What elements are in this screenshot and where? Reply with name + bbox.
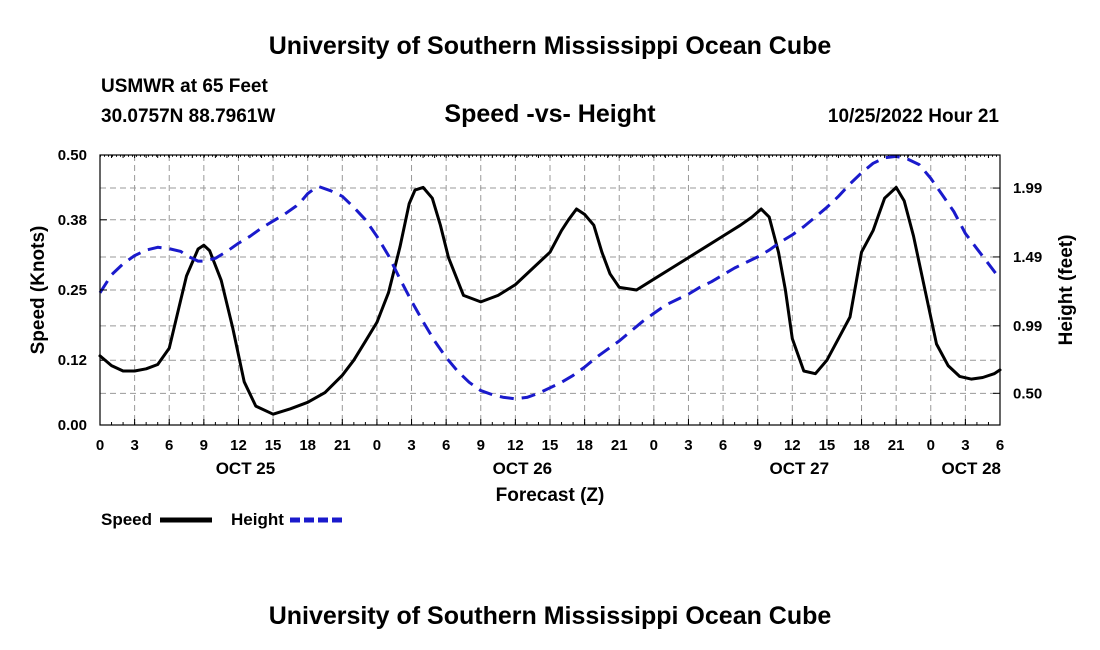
date-label: OCT 28: [941, 459, 1001, 478]
x-tick-label: 0: [650, 437, 658, 454]
y-tick-label: 0.25: [58, 282, 87, 299]
y2-tick-label: 1.49: [1013, 249, 1042, 266]
date-label: OCT 26: [493, 459, 553, 478]
x-tick-label: 0: [927, 437, 935, 454]
axis-labels: 0 3 6 9 12 15 18 21 0 3 6 9 12 15 18 21 0 3 6 9 12 15 18 21 0 3 6 O…: [28, 147, 1077, 506]
x-tick-label: 9: [477, 437, 485, 454]
forecast-date: 10/25/2022 Hour 21: [827, 106, 999, 127]
x-tick-label: 6: [165, 437, 173, 454]
y2-tick-label: 1.99: [1013, 180, 1042, 197]
x-tick-label: 6: [996, 437, 1004, 454]
y-tick-label: 0.12: [58, 352, 87, 369]
x-tick-label: 21: [611, 437, 628, 454]
series-line-speed: [98, 185, 1002, 416]
page-title-top: University of Southern Mississippi Ocean…: [268, 32, 832, 60]
station-coordinates: 30.0757N 88.7961W: [101, 106, 276, 127]
legend-label: Speed: [101, 510, 152, 529]
x-tick-label: 3: [961, 437, 969, 454]
x-tick-label: 3: [130, 437, 138, 454]
axes: [99, 154, 1001, 426]
date-label: OCT 27: [770, 459, 830, 478]
y-axis-title: Speed (Knots): [28, 226, 49, 355]
x-tick-label: 0: [96, 437, 104, 454]
speed-height-chart: 0 3 6 9 12 15 18 21 0 3 6 9 12 15 18 21 0 3 6 9 12 15 18 21 0 3 6 O…: [28, 147, 1077, 529]
y2-axis-title: Height (feet): [1056, 235, 1077, 346]
x-tick-label: 15: [265, 437, 282, 454]
x-tick-label: 9: [200, 437, 208, 454]
x-tick-label: 0: [373, 437, 381, 454]
x-tick-label: 15: [542, 437, 559, 454]
grid-lines: [100, 155, 1000, 425]
y-tick-label: 0.00: [58, 417, 87, 434]
y2-tick-label: 0.99: [1013, 318, 1042, 335]
y-tick-label: 0.50: [58, 147, 87, 164]
x-tick-label: 15: [819, 437, 836, 454]
legend: Speed Height: [101, 510, 342, 529]
x-tick-label: 9: [754, 437, 762, 454]
x-tick-label: 21: [888, 437, 905, 454]
x-tick-label: 3: [684, 437, 692, 454]
date-label: OCT 25: [216, 459, 276, 478]
x-axis-title: Forecast (Z): [496, 485, 605, 506]
x-tick-label: 18: [299, 437, 316, 454]
x-tick-label: 6: [719, 437, 727, 454]
legend-label: Height: [231, 510, 284, 529]
x-tick-label: 6: [442, 437, 450, 454]
x-tick-label: 12: [507, 437, 524, 454]
station-name: USMWR at 65 Feet: [101, 76, 268, 97]
x-tick-label: 18: [576, 437, 593, 454]
page-title-bottom: University of Southern Mississippi Ocean…: [268, 602, 832, 630]
x-tick-label: 21: [334, 437, 351, 454]
x-tick-label: 18: [853, 437, 870, 454]
x-tick-label: 12: [784, 437, 801, 454]
x-tick-label: 12: [230, 437, 247, 454]
y2-tick-label: 0.50: [1013, 385, 1042, 402]
x-tick-label: 3: [407, 437, 415, 454]
chart-title: Speed -vs- Height: [444, 100, 656, 128]
series-line-height: [98, 154, 1002, 401]
series-lines: [98, 154, 1002, 416]
y-tick-label: 0.38: [58, 212, 87, 229]
